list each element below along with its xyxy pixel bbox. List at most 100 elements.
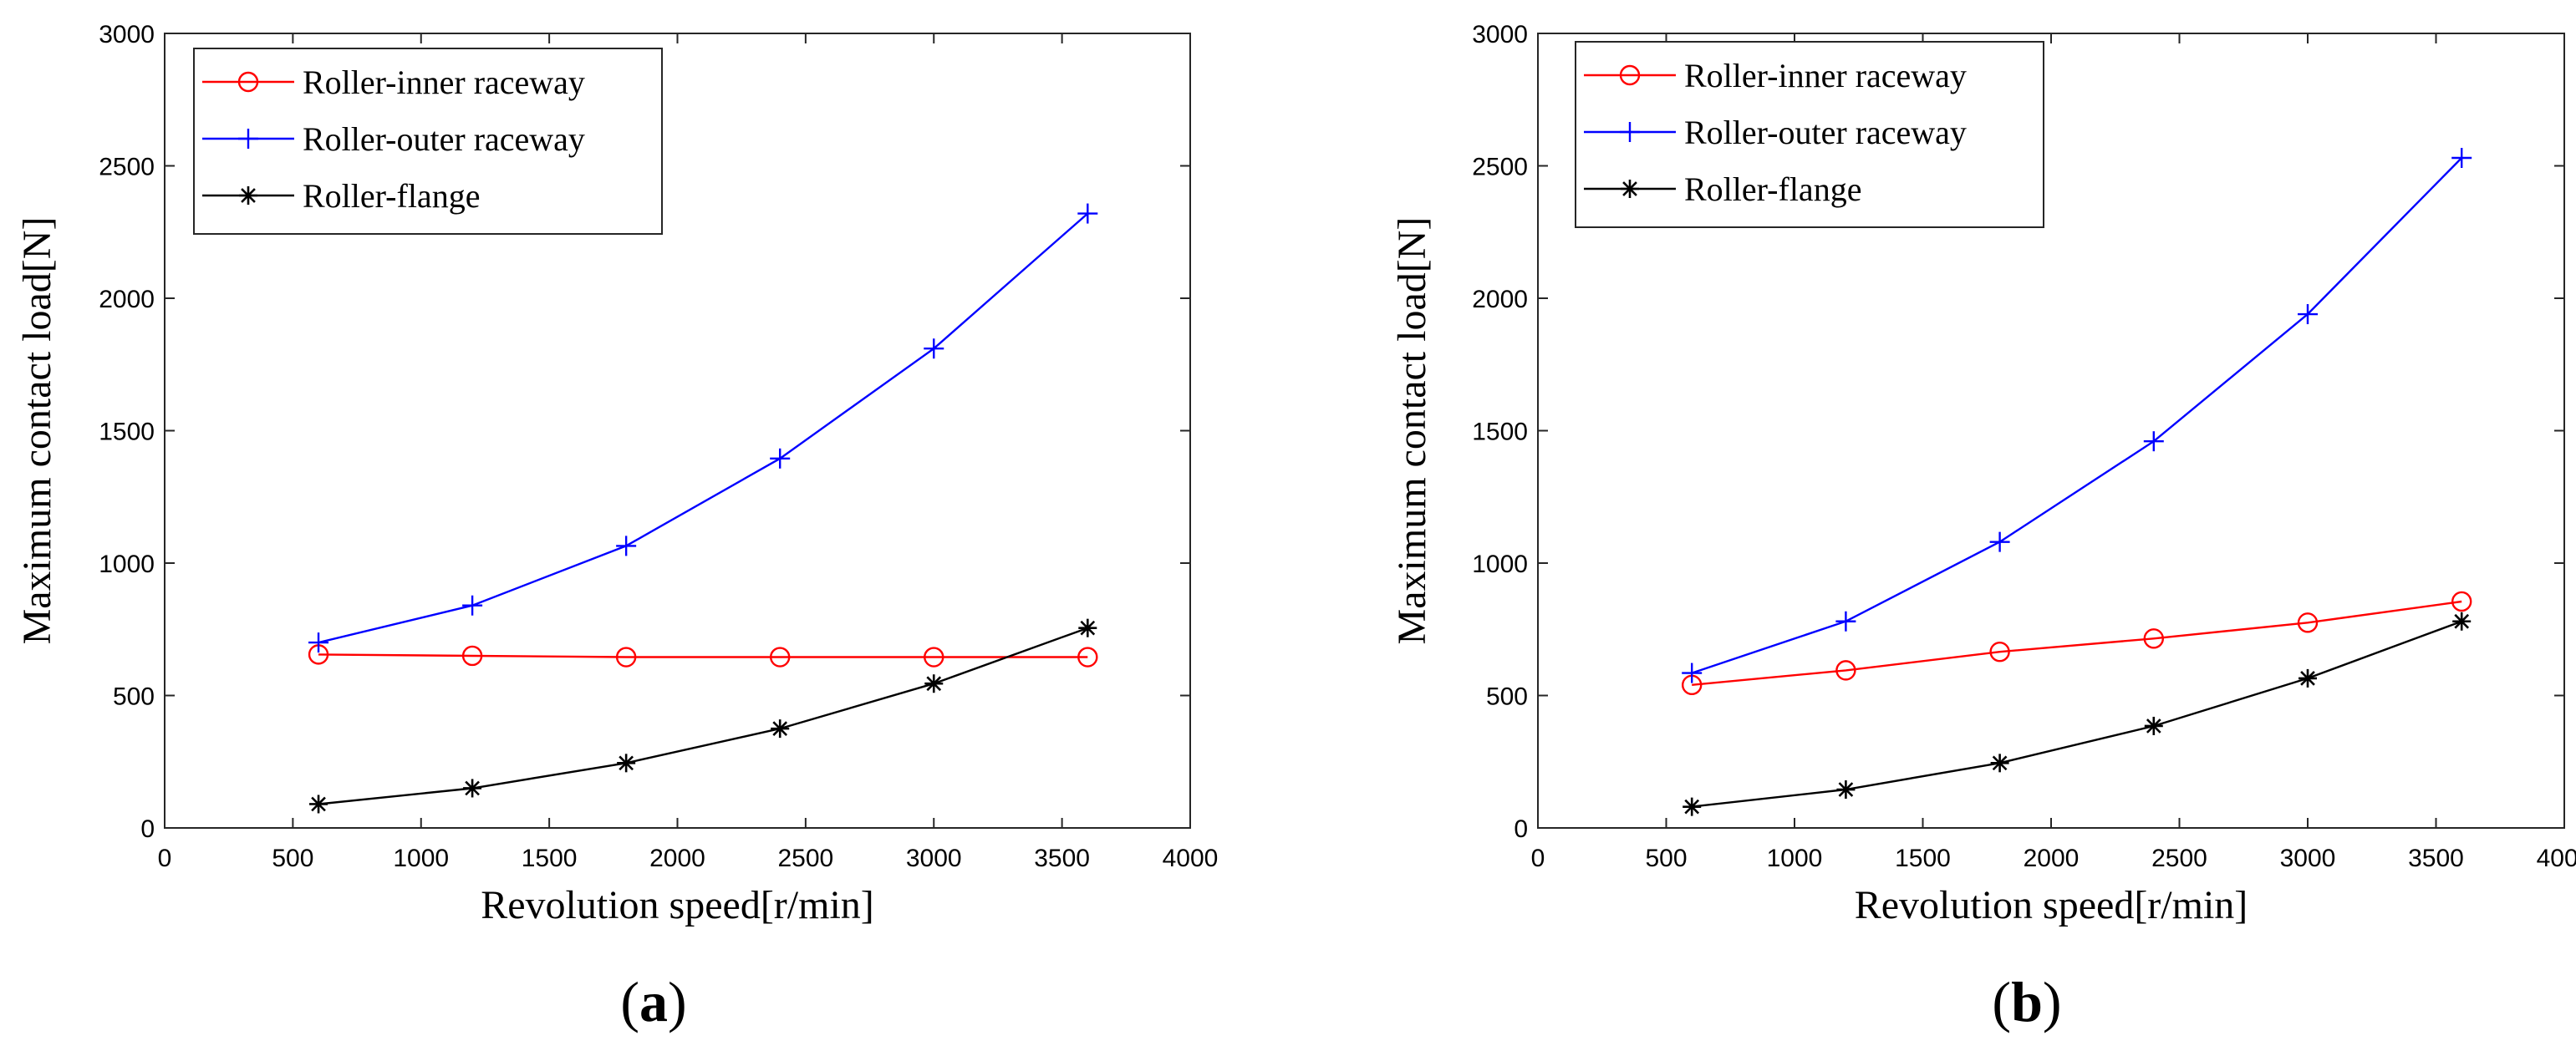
y-tick-label: 2000 (99, 286, 155, 313)
panel-label-letter: a (639, 970, 668, 1033)
y-axis-label: Maximum contact load[N] (15, 217, 59, 645)
legend-marker-2 (239, 186, 257, 205)
legend-label-0: Roller-inner raceway (303, 63, 585, 101)
legend-marker-2-d2 (1622, 181, 1637, 196)
data-point-s2-p4-d2 (2300, 671, 2315, 686)
y-tick-label: 0 (140, 815, 155, 843)
y-tick-label: 1000 (99, 551, 155, 578)
data-point-s0-p2-shape (615, 647, 637, 668)
x-tick-label: 3000 (2280, 845, 2336, 872)
panel-label-close: ) (2043, 970, 2062, 1033)
data-point-s0-p5 (2451, 591, 2472, 612)
data-point-s0-p4 (924, 647, 944, 668)
data-point-s2-p0 (1683, 797, 1702, 816)
series-line-0 (318, 653, 1088, 658)
x-tick-label: 0 (158, 845, 172, 872)
data-point-s0-p1-shape (461, 645, 483, 667)
data-point-s0-p4-shape (924, 647, 944, 668)
data-point-s2-p5-d2 (2454, 613, 2470, 629)
y-tick-label: 2000 (1472, 286, 1528, 313)
data-point-s0-p4 (2297, 612, 2319, 633)
x-tick-label: 2000 (2024, 845, 2080, 872)
y-tick-label: 1500 (1472, 419, 1528, 446)
series-line-2 (318, 627, 1088, 805)
x-tick-label: 1500 (522, 845, 578, 872)
series-line-0 (1692, 600, 2462, 686)
x-tick-label: 2500 (778, 845, 834, 872)
y-tick-label: 500 (1486, 683, 1528, 711)
legend-marker-2-d2 (241, 188, 256, 203)
legend-marker-0 (1619, 64, 1641, 86)
chart-panel-a: 0 500 1000 1500 2000 2500 3000 3500 4000 0 500 1000… (15, 21, 1218, 1033)
data-point-s0-p3-shape (770, 647, 791, 668)
legend-label-1: Roller-outer raceway (1684, 114, 1967, 151)
data-point-s1-p0 (1682, 663, 1703, 683)
legend-box (193, 48, 663, 235)
legend-marker-1 (238, 129, 258, 149)
x-tick-label: 0 (1531, 845, 1545, 872)
legend-marker-0-shape (237, 71, 259, 93)
x-tick-label: 4000 (1163, 845, 1219, 872)
data-point-s2-p2 (617, 754, 636, 773)
x-tick-label: 3500 (2408, 845, 2464, 872)
data-point-s2-p2-d2 (1992, 755, 2008, 771)
x-tick-label: 3500 (1034, 845, 1090, 872)
data-point-s2-p1-d2 (1838, 782, 1854, 797)
data-point-s0-p2-shape (1989, 641, 2010, 663)
data-point-s2-p5 (2452, 612, 2472, 631)
x-tick-label: 1000 (393, 845, 449, 872)
panel-label-open: ( (620, 970, 639, 1033)
data-point-s2-p5-d2 (1080, 620, 1096, 636)
data-point-s2-p4 (2299, 668, 2317, 688)
data-point-s0-p4-shape (2297, 612, 2319, 633)
series-line-1 (1691, 157, 2463, 674)
data-point-s2-p5 (1078, 618, 1097, 637)
data-point-s0-p3 (2143, 628, 2165, 649)
data-point-s0-p5-shape (1077, 647, 1098, 668)
data-point-s2-p2-d2 (619, 755, 634, 771)
data-point-s2-p4 (924, 674, 944, 693)
series-line-2 (1692, 620, 2462, 808)
x-tick-label: 1000 (1767, 845, 1823, 872)
panel-label-letter: b (2011, 970, 2043, 1033)
chart-panel-b: 0 500 1000 1500 2000 2500 3000 3500 4000 0 500 1000… (1390, 21, 2576, 1033)
y-tick-label: 500 (113, 683, 155, 711)
data-point-s1-p0 (308, 632, 329, 653)
x-tick-label: 4000 (2537, 845, 2576, 872)
data-point-s0-p3-shape (2143, 628, 2165, 649)
data-point-s2-p3-d2 (772, 721, 788, 736)
y-tick-label: 2500 (99, 154, 155, 181)
data-point-s1-p2 (616, 536, 637, 556)
y-tick-label: 3000 (1472, 21, 1528, 48)
data-point-s0-p3 (770, 647, 791, 668)
x-tick-label: 2500 (2151, 845, 2207, 872)
y-axis-label: Maximum contact load[N] (1390, 217, 1434, 645)
data-point-s2-p0-d2 (1684, 799, 1700, 815)
legend-marker-1 (1620, 122, 1640, 142)
data-point-s2-p2 (1990, 754, 2009, 773)
x-axis-label: Revolution speed[r/min] (481, 883, 874, 927)
legend-marker-0-shape (1619, 64, 1641, 86)
x-tick-label: 500 (272, 845, 313, 872)
panel-label-open: ( (1992, 970, 2011, 1033)
data-point-s2-p0-d2 (311, 796, 326, 812)
data-point-s2-p0 (309, 795, 328, 814)
legend-marker-2 (1621, 180, 1639, 198)
x-tick-label: 3000 (906, 845, 962, 872)
legend-box (1575, 41, 2044, 228)
data-point-s1-p1 (1835, 611, 1856, 632)
panel-label-close: ) (668, 970, 687, 1033)
data-point-s1-p1 (462, 595, 483, 616)
panel-label: (b) (1992, 970, 2061, 1033)
data-point-s0-p1 (461, 645, 483, 667)
x-tick-label: 500 (1645, 845, 1687, 872)
data-point-s0-p2 (1989, 641, 2010, 663)
legend-label-1: Roller-outer raceway (303, 120, 585, 158)
panel-label: (a) (620, 970, 686, 1033)
data-point-s1-p4 (2298, 304, 2318, 325)
series-line-1 (318, 212, 1089, 644)
data-point-s2-p4-d2 (926, 676, 942, 692)
data-point-s2-p3 (771, 719, 790, 739)
data-point-s0-p1 (1835, 660, 1856, 681)
